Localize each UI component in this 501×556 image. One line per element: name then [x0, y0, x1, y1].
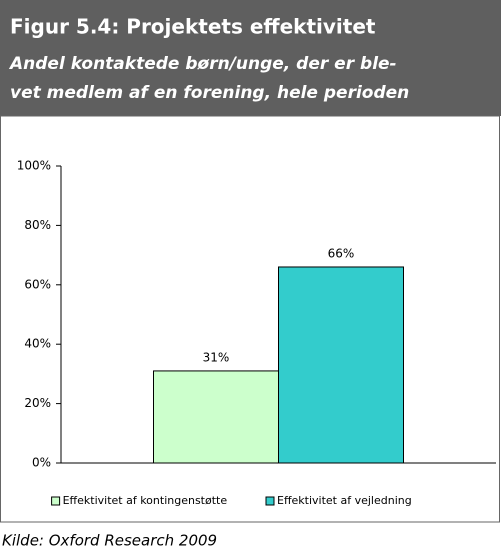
y-tick-label: 100%: [17, 159, 51, 173]
bar: [278, 266, 404, 464]
y-tick-label: 0%: [32, 456, 51, 470]
source-note: Kilde: Oxford Research 2009: [2, 532, 217, 550]
y-tick-label: 20%: [24, 396, 51, 410]
data-label: 31%: [203, 350, 230, 364]
chart-title: Figur 5.4: Projektets effektivitet: [10, 15, 376, 39]
chart-subtitle: Andel kontaktede børn/unge, der er ble-: [8, 54, 397, 74]
legend-label: Effektivitet af vejledning: [277, 494, 412, 507]
legend-swatch: [265, 496, 275, 506]
legend-swatch: [51, 496, 61, 506]
data-label: 66%: [328, 246, 355, 260]
y-tick-label: 80%: [24, 218, 51, 232]
legend-label: Effektivitet af kontingenstøtte: [63, 494, 228, 507]
chart-frame: [0, 115, 500, 523]
chart-subtitle: vet medlem af en forening, hele perioden: [10, 83, 409, 103]
bar: [153, 370, 279, 464]
y-tick-label: 60%: [24, 277, 51, 291]
y-tick-label: 40%: [24, 337, 51, 351]
header-background: [0, 0, 501, 116]
